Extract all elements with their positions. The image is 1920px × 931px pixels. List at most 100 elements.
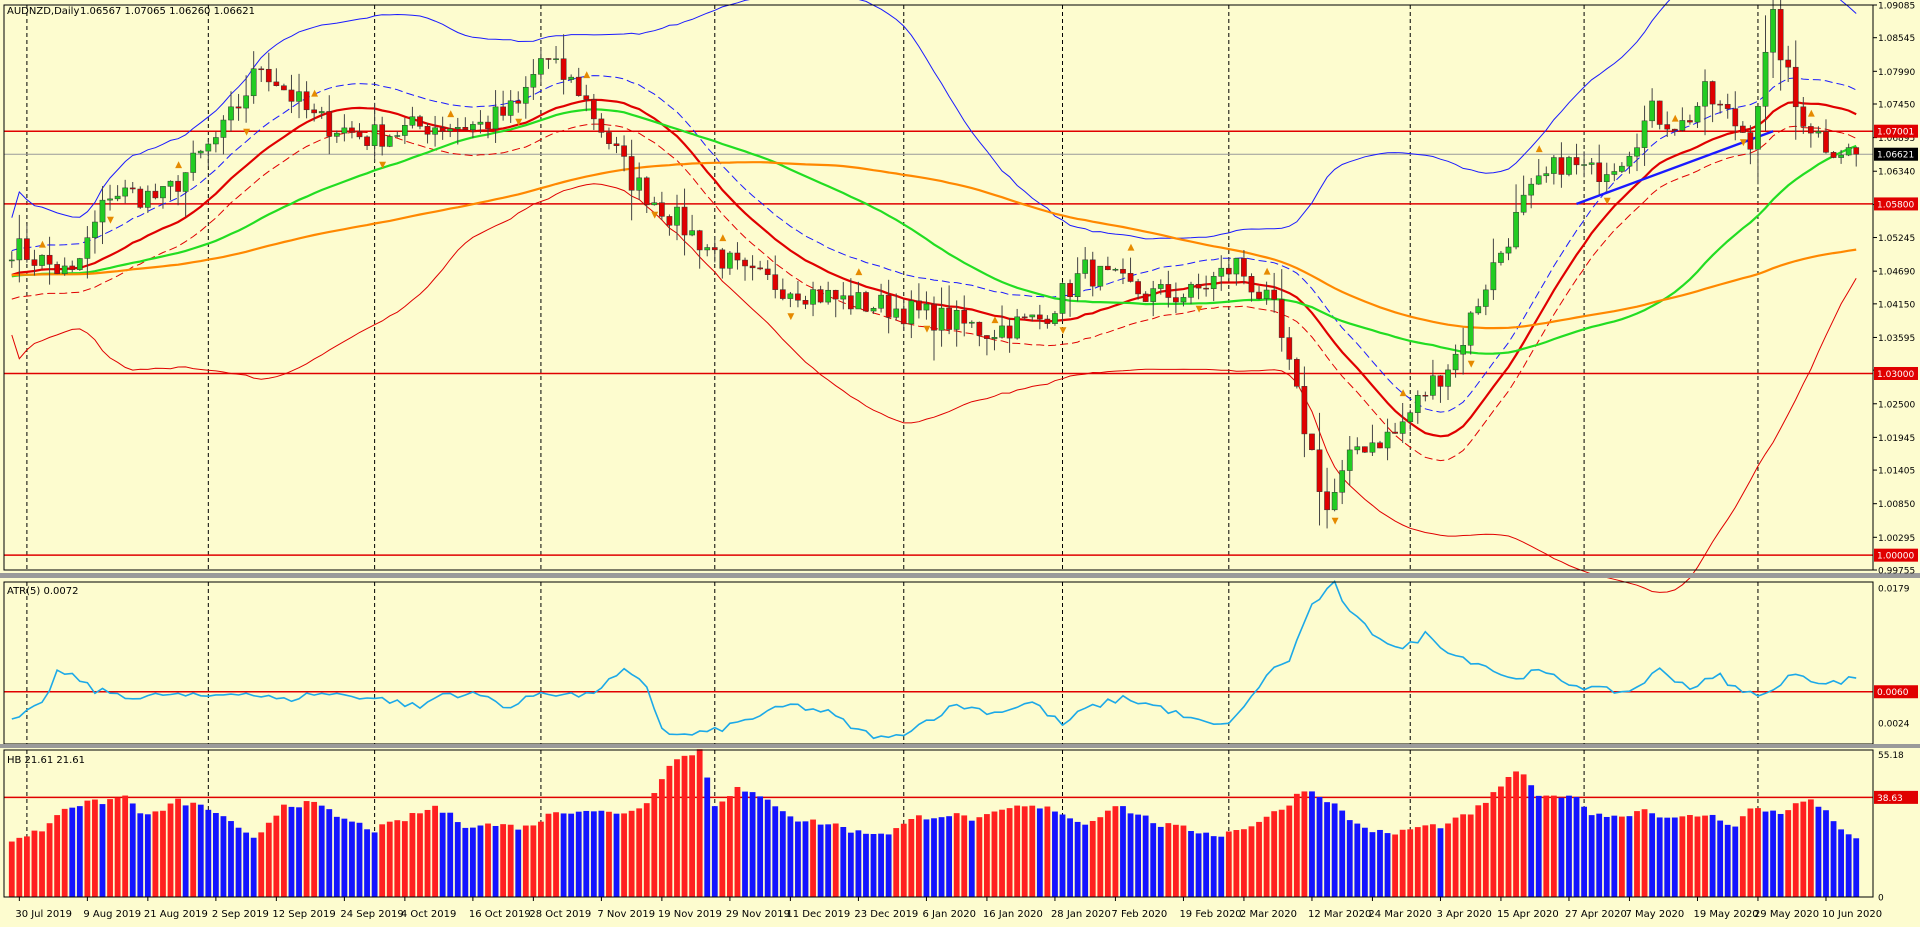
fractal-arrow: ▼ bbox=[243, 128, 250, 138]
fractal-arrow: ▲ bbox=[175, 160, 182, 170]
candle-body bbox=[779, 289, 786, 299]
hb-bar bbox=[84, 800, 91, 897]
hb-bar bbox=[575, 811, 582, 897]
candle-body bbox=[991, 337, 998, 339]
y-tick-label: 0.0024 bbox=[1878, 720, 1910, 730]
candle-body bbox=[1120, 268, 1126, 274]
candle-body bbox=[1558, 157, 1565, 175]
candle-body bbox=[1505, 246, 1512, 254]
candle-body bbox=[764, 268, 771, 275]
hb-bar bbox=[1528, 785, 1535, 897]
hb-bar bbox=[1286, 805, 1293, 897]
candle-body bbox=[847, 295, 854, 310]
hb-bar bbox=[1097, 817, 1104, 897]
fractal-arrow: ▲ bbox=[1808, 108, 1815, 118]
hb-bar bbox=[1611, 815, 1618, 897]
x-tick-label: 21 Aug 2019 bbox=[144, 909, 208, 920]
candle-body bbox=[24, 238, 30, 260]
candle-body bbox=[545, 58, 552, 60]
hb-title: HB 21.61 21.61 bbox=[7, 755, 85, 766]
candle-body bbox=[1157, 284, 1164, 289]
candle-body bbox=[69, 265, 76, 270]
hb-bar bbox=[636, 808, 643, 897]
candle-body bbox=[802, 300, 809, 305]
panel-separator[interactable] bbox=[0, 573, 1920, 578]
hb-bar bbox=[1203, 832, 1210, 897]
hb-bar bbox=[371, 832, 378, 897]
hb-bar bbox=[1815, 806, 1822, 897]
candle-body bbox=[908, 300, 915, 325]
candle-body bbox=[1445, 369, 1451, 387]
candle-body bbox=[613, 143, 620, 146]
candle-body bbox=[1830, 152, 1837, 158]
candle-body bbox=[371, 124, 378, 146]
hb-bar bbox=[1414, 827, 1421, 897]
x-tick-label: 30 Jul 2019 bbox=[15, 909, 72, 920]
hb-bar bbox=[719, 801, 726, 897]
hb-bar bbox=[1505, 776, 1512, 897]
candle-body bbox=[462, 127, 469, 131]
hb-bar bbox=[1331, 803, 1338, 897]
candle-body bbox=[810, 289, 816, 305]
level-price-label-box bbox=[1874, 548, 1918, 562]
hb-bar bbox=[469, 827, 476, 897]
candle-body bbox=[1792, 66, 1799, 108]
hb-bar bbox=[863, 833, 869, 897]
main-plot-frame bbox=[3, 4, 1874, 571]
candle-body bbox=[1150, 288, 1157, 302]
hb-bar bbox=[1195, 833, 1202, 897]
candle-body bbox=[1203, 287, 1209, 290]
fractal-arrow: ▲ bbox=[39, 239, 46, 249]
candle-body bbox=[1067, 283, 1073, 298]
candle-body bbox=[1044, 318, 1051, 324]
hb-bar bbox=[1664, 817, 1671, 897]
hb-bar bbox=[1135, 814, 1141, 897]
hb-bar bbox=[1361, 827, 1368, 897]
candle-body bbox=[84, 237, 91, 259]
hb-bar bbox=[666, 765, 673, 897]
candle-body bbox=[1460, 345, 1466, 355]
candle-body bbox=[1551, 157, 1557, 174]
hb-bar bbox=[235, 827, 242, 897]
candle-body bbox=[470, 124, 476, 131]
panel-separator[interactable] bbox=[0, 744, 1920, 748]
candle-body bbox=[825, 289, 832, 303]
x-tick-label: 10 Jun 2020 bbox=[1822, 909, 1882, 920]
candle-body bbox=[1437, 375, 1444, 387]
candle-body bbox=[175, 180, 181, 192]
y-tick-label: 1.05245 bbox=[1878, 234, 1915, 244]
hb-bar bbox=[228, 821, 234, 897]
candle-body bbox=[1475, 306, 1482, 314]
hb-bar bbox=[999, 809, 1005, 897]
hb-bar bbox=[258, 832, 265, 897]
candle-body bbox=[1422, 394, 1429, 397]
fractal-arrow: ▼ bbox=[1604, 197, 1611, 207]
hb-bar bbox=[76, 806, 83, 897]
candle-body bbox=[114, 195, 121, 200]
candle-body bbox=[1218, 267, 1225, 277]
y-tick-label: 55.18 bbox=[1878, 751, 1904, 761]
y-tick-label: 0 bbox=[1878, 894, 1884, 904]
hb-bar bbox=[1687, 815, 1693, 897]
hb-bar bbox=[265, 822, 272, 897]
hb-bar bbox=[1172, 824, 1179, 897]
candle-body bbox=[167, 180, 174, 187]
candle-body bbox=[160, 186, 166, 199]
hb-bar bbox=[69, 807, 76, 897]
candle-body bbox=[1339, 470, 1346, 493]
candle-body bbox=[1006, 325, 1013, 339]
y-tick-label: 1.03595 bbox=[1878, 334, 1915, 344]
hb-bar bbox=[764, 799, 771, 897]
hb-bar bbox=[1059, 814, 1066, 897]
hb-bar bbox=[1384, 833, 1391, 897]
candle-body bbox=[1195, 283, 1202, 289]
candle-body bbox=[1082, 259, 1089, 274]
hb-bar bbox=[311, 801, 318, 897]
level-price-label: 1.03000 bbox=[1877, 370, 1914, 380]
hb-bar bbox=[651, 793, 658, 897]
candle-body bbox=[318, 111, 325, 114]
lower-band-line bbox=[11, 183, 1857, 593]
x-tick-label: 9 Aug 2019 bbox=[83, 909, 141, 920]
hb-bar bbox=[1853, 838, 1860, 897]
hb-bar bbox=[341, 818, 348, 897]
